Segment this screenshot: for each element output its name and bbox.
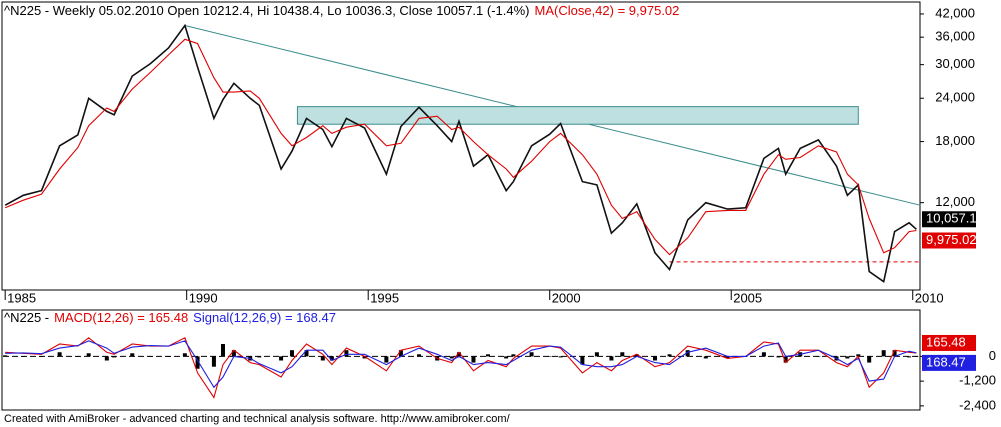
histogram-bar (703, 356, 708, 359)
histogram-bar (362, 356, 367, 359)
histogram-bar (320, 356, 325, 361)
histogram-bar (776, 356, 781, 358)
histogram-bar (504, 356, 509, 359)
x-tick-label: 1990 (189, 290, 218, 305)
title-text: ^N225 - Weekly 05.02.2010 Open 10212.4, … (4, 3, 530, 18)
histogram-bar (344, 350, 349, 357)
value-box-label: 10,057.1 (926, 211, 977, 226)
footer: Created with AmiBroker - advanced charti… (4, 413, 511, 425)
histogram-bar (104, 356, 109, 361)
histogram-bar (845, 356, 850, 359)
title-text: ^N225 - (4, 310, 49, 325)
histogram-bar (289, 350, 294, 357)
histogram-bar (329, 356, 334, 361)
y-tick-label: 36,000 (935, 29, 975, 44)
histogram-bar (914, 356, 919, 357)
histogram-bar (620, 352, 625, 357)
histogram-bar (867, 356, 872, 363)
series-line (5, 340, 917, 389)
histogram-bar (211, 356, 216, 367)
histogram-bar (279, 356, 284, 361)
histogram-bar (75, 356, 80, 357)
x-tick-label: 1995 (370, 290, 399, 305)
value-box (922, 232, 976, 249)
value-box (922, 334, 976, 351)
histogram-bar (529, 352, 534, 357)
histogram-bar (3, 355, 8, 357)
histogram-bar (456, 352, 461, 357)
value-box-label: 168.47 (926, 354, 966, 369)
histogram-bar (449, 356, 454, 359)
histogram-bar (907, 356, 912, 358)
histogram-bar (856, 354, 861, 357)
histogram-bar (783, 356, 788, 363)
value-box (922, 354, 976, 371)
histogram-bar (594, 352, 599, 357)
y-tick-label: 30,000 (935, 56, 975, 71)
histogram-bar (182, 353, 187, 357)
chart-title: ^N225 - MACD(12,26) = 165.48 Signal(12,26,… (4, 310, 336, 325)
y-tick-label: -1,200 (959, 373, 996, 388)
series-line (4, 38, 917, 256)
histogram-bar (471, 356, 476, 363)
histogram-bar (558, 356, 563, 358)
value-box-label: 9,975.02 (926, 232, 977, 247)
histogram-bar (57, 352, 62, 357)
histogram-bar (652, 356, 657, 361)
histogram-bar (384, 356, 389, 363)
x-tick-label: 1985 (7, 290, 36, 305)
histogram-bar (39, 356, 44, 357)
histogram-bar (304, 350, 309, 357)
histogram-bar (511, 354, 516, 357)
histogram-bar (257, 356, 262, 358)
histogram-bar (881, 350, 886, 357)
histogram-bar (417, 354, 422, 357)
value-box-label: 165.48 (926, 334, 966, 349)
zone-rect (296, 106, 859, 125)
x-tick-label: 2000 (552, 290, 581, 305)
histogram-bar (130, 353, 135, 357)
histogram-bar (166, 356, 171, 357)
histogram-bar (816, 356, 821, 357)
histogram-bar (580, 356, 585, 365)
histogram-bar (398, 350, 403, 357)
price-pane (1, 1, 921, 291)
histogram-bar (231, 350, 236, 357)
histogram-bar (725, 356, 730, 359)
histogram-bar (667, 354, 672, 357)
y-tick-label: 0 (989, 348, 996, 363)
value-box (922, 211, 976, 228)
histogram-bar (892, 350, 897, 357)
histogram-bar (112, 356, 117, 358)
histogram-bar (220, 344, 225, 357)
histogram-bar (685, 350, 690, 357)
series-line (4, 23, 917, 284)
histogram-bar (609, 356, 614, 361)
y-tick-label: 12,000 (935, 194, 975, 209)
y-tick-label: 24,000 (935, 90, 975, 105)
histogram-bar (634, 354, 639, 357)
chart-title: ^N225 - Weekly 05.02.2010 Open 10212.4, … (4, 3, 679, 18)
legend-entry: MACD(12,26) = 165.48 (54, 310, 188, 325)
legend-entry: Signal(12,26,9) = 168.47 (193, 310, 336, 325)
y-tick-label: 18,000 (935, 133, 975, 148)
histogram-bar (486, 354, 491, 357)
histogram-bar (547, 356, 552, 357)
y-tick-label: 42,000 (935, 5, 975, 20)
histogram-bar (148, 356, 153, 357)
y-tick-label: -2,400 (959, 397, 996, 412)
histogram-bar (86, 353, 91, 357)
legend-entry: MA(Close,42) = 9,975.02 (535, 3, 680, 18)
histogram-bar (761, 352, 766, 357)
x-tick-label: 2005 (733, 290, 762, 305)
x-tick-label: 2010 (915, 290, 944, 305)
histogram-bar (195, 356, 200, 369)
macd-pane (1, 309, 921, 411)
histogram-bar (21, 356, 26, 357)
